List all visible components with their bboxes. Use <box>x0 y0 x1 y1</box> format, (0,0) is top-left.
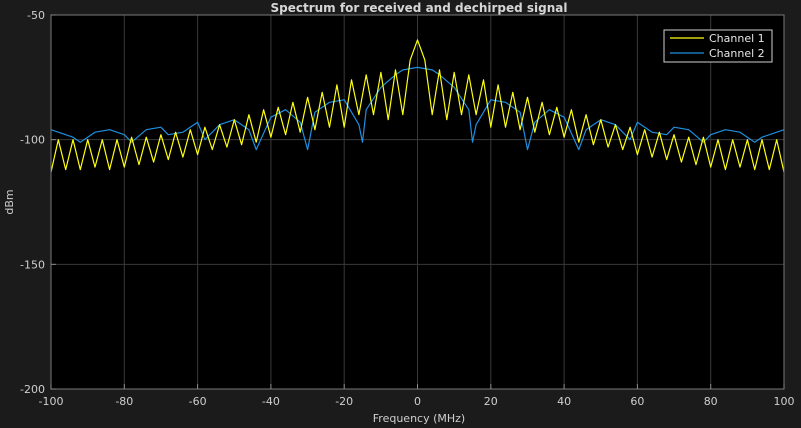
x-tick-label: -40 <box>262 395 280 408</box>
x-tick-label: 40 <box>557 395 571 408</box>
y-tick-label: -150 <box>20 258 45 271</box>
legend-label-channel-1: Channel 1 <box>709 32 765 45</box>
legend[interactable]: Channel 1 Channel 2 <box>663 29 773 63</box>
x-tick-label: 80 <box>704 395 718 408</box>
x-tick-label: 60 <box>630 395 644 408</box>
x-tick-label: 20 <box>484 395 498 408</box>
x-tick-label: 0 <box>414 395 421 408</box>
legend-label-channel-2: Channel 2 <box>709 47 765 60</box>
y-tick-label: -50 <box>27 9 45 22</box>
axis-ticks: -100 -80 -60 -40 -20 0 20 40 60 80 100-200-150-100… <box>20 9 794 408</box>
x-tick-label: -60 <box>189 395 207 408</box>
x-axis-label: Frequency (MHz) <box>373 412 465 425</box>
y-tick-label: -100 <box>20 134 45 147</box>
series-line-channel-1 <box>50 39 785 173</box>
x-tick-label: 100 <box>774 395 795 408</box>
chart-title: Spectrum for received and dechirped sign… <box>271 1 568 15</box>
legend-box <box>663 29 773 63</box>
y-tick-label: -200 <box>20 383 45 396</box>
y-axis-label: dBm <box>3 189 16 214</box>
series-layer <box>50 39 785 173</box>
series-line-channel-2 <box>50 66 785 151</box>
x-tick-label: -20 <box>335 395 353 408</box>
x-tick-label: -80 <box>115 395 133 408</box>
x-tick-label: -100 <box>39 395 64 408</box>
